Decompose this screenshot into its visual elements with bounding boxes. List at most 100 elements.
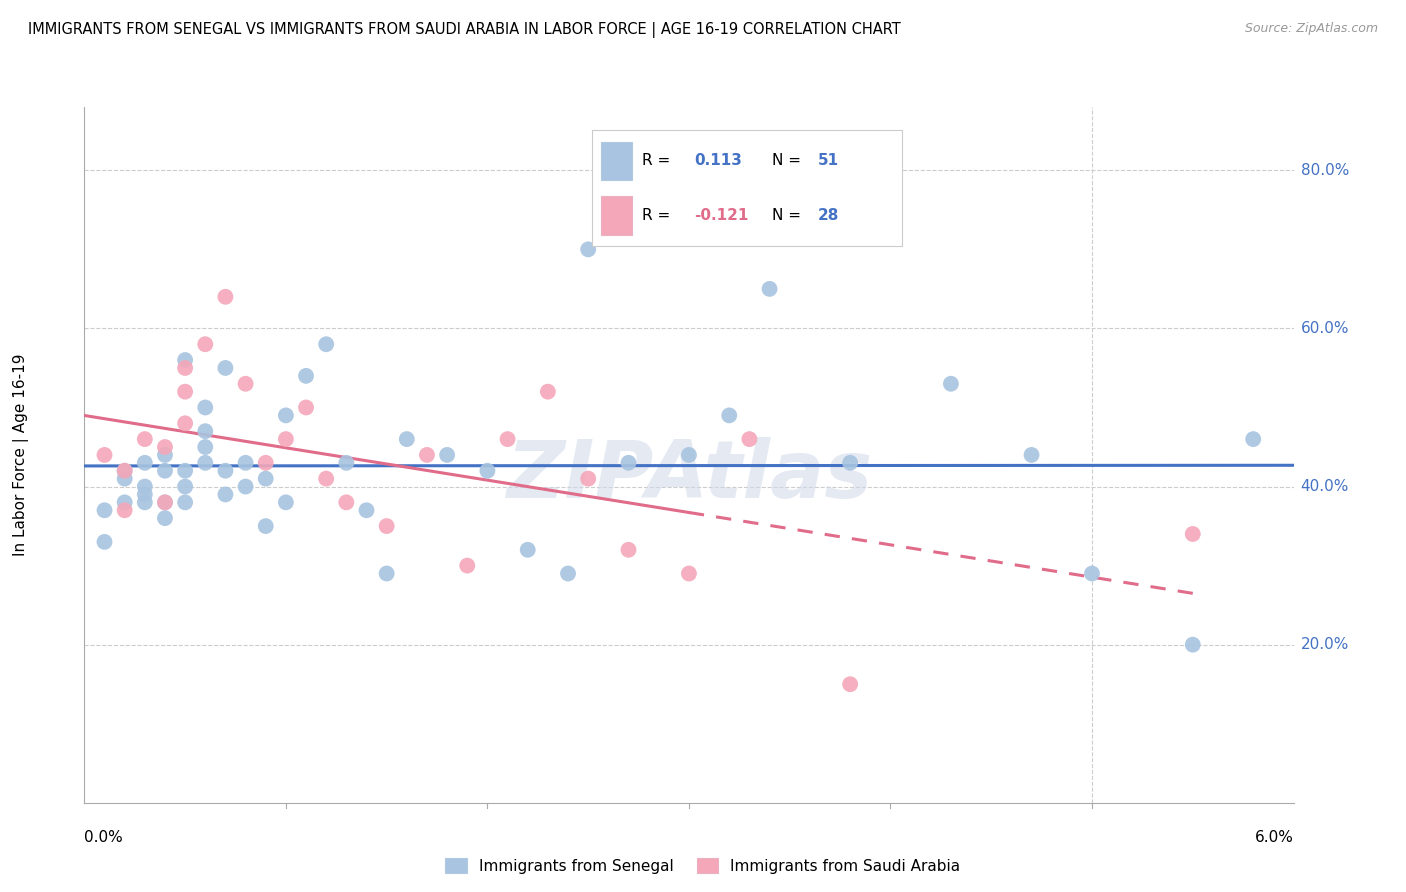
Point: [214, 464, 236, 478]
Text: ZIPAtlas: ZIPAtlas: [506, 437, 872, 515]
Point: [194, 456, 217, 470]
Point: [153, 495, 176, 509]
Point: [194, 337, 217, 351]
Point: [134, 479, 156, 493]
Point: [274, 495, 297, 509]
Point: [134, 456, 156, 470]
Text: 60.0%: 60.0%: [1301, 321, 1348, 336]
Point: [194, 440, 217, 454]
Point: [174, 464, 197, 478]
Point: [153, 440, 176, 454]
Bar: [602, 142, 633, 180]
Point: [939, 376, 962, 391]
Point: [576, 243, 599, 257]
Text: 40.0%: 40.0%: [1301, 479, 1348, 494]
Point: [254, 456, 277, 470]
Text: 6.0%: 6.0%: [1254, 830, 1294, 845]
Point: [93, 503, 115, 517]
Point: [839, 456, 862, 470]
Text: -0.121: -0.121: [695, 208, 748, 223]
Text: 80.0%: 80.0%: [1301, 163, 1348, 178]
Bar: [602, 196, 633, 235]
Text: IMMIGRANTS FROM SENEGAL VS IMMIGRANTS FROM SAUDI ARABIA IN LABOR FORCE | AGE 16-: IMMIGRANTS FROM SENEGAL VS IMMIGRANTS FR…: [28, 22, 901, 38]
Point: [1241, 432, 1264, 446]
Point: [395, 432, 418, 446]
Point: [1021, 448, 1043, 462]
Text: N =: N =: [772, 153, 800, 169]
Point: [335, 495, 357, 509]
Point: [678, 566, 700, 581]
Point: [134, 495, 156, 509]
Point: [194, 424, 217, 438]
Text: 0.0%: 0.0%: [84, 830, 124, 845]
Point: [1181, 527, 1204, 541]
Point: [617, 456, 640, 470]
Point: [153, 511, 176, 525]
Point: [174, 417, 197, 431]
Point: [335, 456, 357, 470]
Point: [214, 487, 236, 501]
Point: [194, 401, 217, 415]
Point: [416, 448, 439, 462]
Text: R =: R =: [641, 153, 669, 169]
Point: [516, 542, 538, 557]
Point: [153, 495, 176, 509]
Legend: Immigrants from Senegal, Immigrants from Saudi Arabia: Immigrants from Senegal, Immigrants from…: [440, 852, 966, 880]
Point: [557, 566, 579, 581]
Point: [839, 677, 862, 691]
Point: [274, 432, 297, 446]
Text: 20.0%: 20.0%: [1301, 637, 1348, 652]
Point: [758, 282, 780, 296]
Point: [235, 479, 257, 493]
Text: N =: N =: [772, 208, 800, 223]
Point: [356, 503, 378, 517]
Point: [254, 519, 277, 533]
Point: [537, 384, 560, 399]
Point: [254, 472, 277, 486]
Point: [678, 448, 700, 462]
Point: [718, 409, 741, 423]
Text: Source: ZipAtlas.com: Source: ZipAtlas.com: [1244, 22, 1378, 36]
Point: [134, 432, 156, 446]
Point: [153, 464, 176, 478]
Point: [114, 464, 136, 478]
Point: [174, 384, 197, 399]
Point: [174, 479, 197, 493]
Text: 28: 28: [818, 208, 839, 223]
Point: [114, 495, 136, 509]
Point: [235, 376, 257, 391]
Point: [214, 360, 236, 375]
Point: [114, 472, 136, 486]
Point: [576, 472, 599, 486]
Text: R =: R =: [641, 208, 669, 223]
Point: [93, 534, 115, 549]
Point: [214, 290, 236, 304]
Point: [174, 353, 197, 368]
Point: [738, 432, 761, 446]
Text: 0.113: 0.113: [695, 153, 742, 169]
Point: [436, 448, 458, 462]
Point: [93, 448, 115, 462]
Point: [114, 503, 136, 517]
Point: [153, 448, 176, 462]
Point: [295, 401, 318, 415]
Point: [1081, 566, 1104, 581]
Point: [174, 495, 197, 509]
Point: [315, 337, 337, 351]
Point: [456, 558, 478, 573]
Point: [375, 566, 398, 581]
Point: [235, 456, 257, 470]
Point: [617, 542, 640, 557]
Point: [114, 464, 136, 478]
Point: [477, 464, 499, 478]
Point: [174, 360, 197, 375]
Text: In Labor Force | Age 16-19: In Labor Force | Age 16-19: [13, 353, 30, 557]
Point: [496, 432, 519, 446]
Text: 51: 51: [818, 153, 839, 169]
Point: [375, 519, 398, 533]
Point: [315, 472, 337, 486]
Point: [274, 409, 297, 423]
Point: [1181, 638, 1204, 652]
Point: [295, 368, 318, 383]
Point: [134, 487, 156, 501]
